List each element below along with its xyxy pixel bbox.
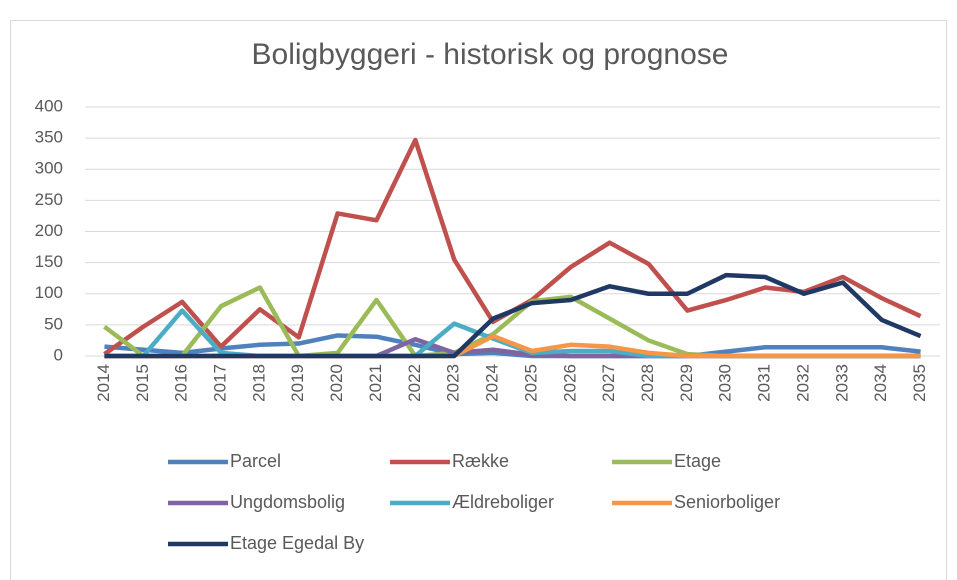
y-tick-label: 250: [35, 190, 63, 209]
x-tick-label: 2030: [716, 364, 735, 402]
x-tick-label: 2015: [133, 364, 152, 402]
y-tick-label: 0: [54, 345, 63, 364]
x-tick-label: 2019: [288, 364, 307, 402]
x-tick-label: 2027: [599, 364, 618, 402]
y-tick-label: 200: [35, 221, 63, 240]
y-tick-label: 150: [35, 252, 63, 271]
x-tick-label: 2024: [483, 364, 502, 402]
x-tick-label: 2025: [521, 364, 540, 402]
x-tick-label: 2023: [444, 364, 463, 402]
y-tick-label: 400: [35, 96, 63, 115]
x-tick-label: 2029: [677, 364, 696, 402]
x-tick-label: 2035: [910, 364, 929, 402]
x-tick-label: 2026: [560, 364, 579, 402]
legend-label: Ældreboliger: [452, 492, 554, 512]
x-tick-label: 2031: [755, 364, 774, 402]
x-tick-label: 2028: [638, 364, 657, 402]
x-tick-label: 2034: [871, 364, 890, 402]
x-tick-label: 2022: [405, 364, 424, 402]
legend-label: Parcel: [230, 451, 281, 471]
legend-label: Ungdomsbolig: [230, 492, 345, 512]
y-tick-label: 100: [35, 283, 63, 302]
x-tick-label: 2016: [172, 364, 191, 402]
legend-label: Seniorboliger: [674, 492, 780, 512]
legend-label: Etage Egedal By: [230, 533, 364, 553]
y-tick-label: 300: [35, 159, 63, 178]
legend-label: Række: [452, 451, 509, 471]
x-tick-label: 2014: [94, 364, 113, 402]
x-tick-label: 2020: [327, 364, 346, 402]
x-tick-label: 2018: [249, 364, 268, 402]
x-tick-label: 2017: [211, 364, 230, 402]
legend-label: Etage: [674, 451, 721, 471]
y-tick-label: 50: [44, 314, 63, 333]
x-tick-label: 2032: [793, 364, 812, 402]
x-tick-label: 2033: [832, 364, 851, 402]
x-tick-label: 2021: [366, 364, 385, 402]
y-tick-label: 350: [35, 128, 63, 147]
chart-title: Boligbyggeri - historisk og prognose: [252, 38, 729, 71]
series-line: [104, 272, 922, 359]
